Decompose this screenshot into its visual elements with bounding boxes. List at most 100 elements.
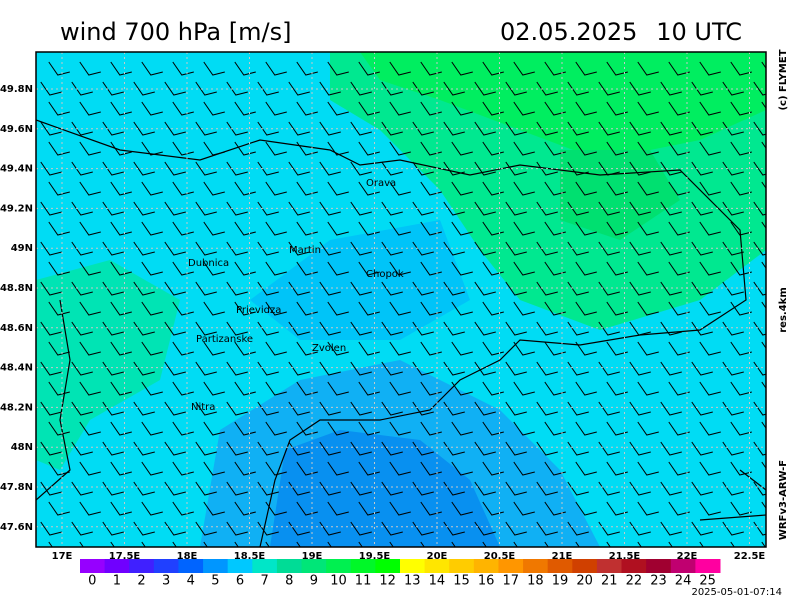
- colorbar-cell: [424, 559, 450, 573]
- wind-barb: [381, 401, 403, 416]
- wind-barb: [265, 101, 287, 116]
- wind-barb: [474, 401, 496, 416]
- wind-barb: [753, 201, 766, 216]
- wind-barb: [598, 241, 620, 256]
- wind-barb: [296, 141, 318, 156]
- colorbar-label: 22: [626, 574, 643, 589]
- wind-barb: [753, 281, 766, 296]
- wind-barb: [79, 61, 101, 76]
- wind-barb: [110, 261, 132, 276]
- wind-barb: [389, 421, 411, 436]
- colorbar-cell: [104, 559, 130, 573]
- colorbar-label: 1: [113, 574, 121, 589]
- wind-barb: [133, 201, 155, 216]
- wind-barb: [513, 461, 535, 476]
- wind-barb: [257, 81, 279, 96]
- wind-barb: [265, 301, 287, 316]
- wind-barb: [358, 301, 380, 316]
- wind-barb: [141, 341, 163, 356]
- wind-barb: [265, 501, 287, 516]
- colorbar-label: 25: [699, 574, 716, 589]
- lon-tick-label: 17.5E: [109, 551, 141, 562]
- wind-barb: [48, 341, 70, 356]
- wind-barb: [699, 101, 721, 116]
- wind-barb: [288, 121, 310, 136]
- wind-barb: [761, 261, 766, 269]
- wind-barb: [381, 161, 403, 176]
- wind-barb: [722, 281, 744, 296]
- wind-barb: [451, 141, 473, 156]
- wind-barb: [79, 261, 101, 276]
- wind-barb: [102, 201, 124, 216]
- wind-barb: [691, 201, 713, 216]
- wind-barb: [350, 81, 372, 96]
- lon-tick-label: 22.5E: [734, 551, 766, 562]
- wind-barb: [288, 81, 310, 96]
- wind-barb: [691, 121, 713, 136]
- wind-barb: [536, 241, 558, 256]
- wind-barb: [637, 421, 659, 436]
- wind-barb: [381, 321, 403, 336]
- wind-barb: [722, 121, 744, 136]
- wind-barb: [172, 221, 194, 236]
- time: 10 UTC: [656, 18, 742, 46]
- lat-tick-label: 49.4N: [0, 164, 33, 175]
- wind-barb: [412, 201, 434, 216]
- wind-barb: [350, 281, 372, 296]
- wind-barb: [172, 141, 194, 156]
- wind-barb: [40, 401, 62, 416]
- wind-barb: [79, 421, 101, 436]
- wind-barb: [164, 201, 186, 216]
- lon-tick-label: 21.5E: [609, 551, 641, 562]
- lon-tick-label: 21E: [552, 551, 573, 562]
- wind-barb: [753, 401, 766, 416]
- wind-barb: [203, 101, 225, 116]
- wind-barb: [48, 141, 70, 156]
- wind-barb: [567, 321, 589, 336]
- colorbar-cell: [227, 559, 253, 573]
- wind-barb: [575, 141, 597, 156]
- wind-barb: [40, 201, 62, 216]
- wind-barb: [513, 421, 535, 436]
- wind-barb: [637, 341, 659, 356]
- wind-barb: [668, 61, 690, 76]
- wind-barb: [567, 361, 589, 376]
- wind-barb: [195, 441, 217, 456]
- wind-barb: [629, 81, 651, 96]
- wind-barb: [226, 201, 248, 216]
- wind-barb: [505, 401, 527, 416]
- wind-barb: [195, 401, 217, 416]
- wind-barb: [141, 261, 163, 276]
- wind-barb: [451, 421, 473, 436]
- credit: (c) FLYMET: [778, 49, 789, 110]
- wind-barb: [102, 321, 124, 336]
- wind-barb: [226, 521, 248, 536]
- wind-barb: [536, 481, 558, 496]
- wind-barb: [296, 221, 318, 236]
- wind-barb: [195, 161, 217, 176]
- wind-barb: [389, 501, 411, 516]
- wind-barb: [234, 61, 256, 76]
- wind-barb: [265, 181, 287, 196]
- wind-barb: [319, 481, 341, 496]
- wind-barb: [513, 381, 535, 396]
- colorbar-cell: [153, 559, 179, 573]
- wind-barb: [761, 101, 766, 109]
- wind-barb: [381, 481, 403, 496]
- wind-barb: [164, 361, 186, 376]
- wind-barb: [606, 341, 628, 356]
- wind-barb: [443, 81, 465, 96]
- wind-barb: [203, 221, 225, 236]
- wind-barb: [598, 281, 620, 296]
- wind-barb: [412, 161, 434, 176]
- wind-barb: [257, 481, 279, 496]
- wind-barb: [629, 401, 651, 416]
- colorbar-label: 9: [310, 574, 318, 589]
- wind-barb: [536, 281, 558, 296]
- wind-barb: [226, 121, 248, 136]
- wind-barb: [257, 361, 279, 376]
- wind-barb: [730, 421, 752, 436]
- wind-barb: [505, 281, 527, 296]
- wind-barb: [102, 441, 124, 456]
- wind-barb: [110, 301, 132, 316]
